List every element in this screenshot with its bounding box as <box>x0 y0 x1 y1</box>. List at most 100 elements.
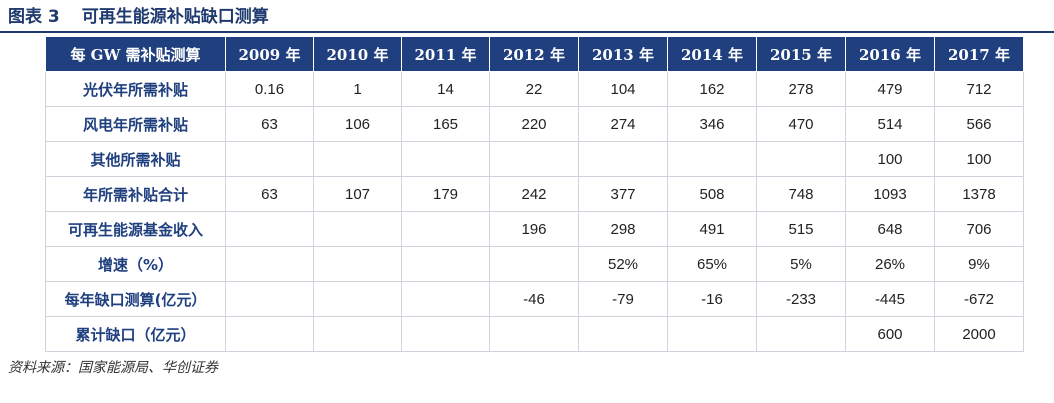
table-cell: -46 <box>489 281 579 317</box>
column-header: 2013 年 <box>578 36 668 72</box>
table-cell: 63 <box>225 176 314 212</box>
table-cell <box>225 141 314 177</box>
table-row: 可再生能源基金收入 196 298 491 515 648 706 <box>45 211 1024 247</box>
table-cell: 1378 <box>934 176 1024 212</box>
table-cell <box>489 141 579 177</box>
table-cell: 1 <box>313 71 402 107</box>
table-row: 年所需补贴合计 63 107 179 242 377 508 748 1093 1378 <box>45 176 1024 212</box>
column-header: 2016 年 <box>845 36 935 72</box>
table-cell <box>225 211 314 247</box>
table-cell: 52% <box>578 246 668 282</box>
table-cell <box>756 316 846 352</box>
table-cell: 179 <box>401 176 490 212</box>
row-label: 光伏年所需补贴 <box>45 71 226 107</box>
row-label: 增速（%） <box>45 246 226 282</box>
table-cell: 479 <box>845 71 935 107</box>
table-cell: 100 <box>845 141 935 177</box>
table-cell: 346 <box>667 106 757 142</box>
table-cell <box>401 141 490 177</box>
table-header-row: 每 GW 需补贴测算 2009 年 2010 年 2011 年 2012 年 2… <box>45 36 1024 72</box>
column-header: 2015 年 <box>756 36 846 72</box>
table-cell <box>313 316 402 352</box>
table-cell: -233 <box>756 281 846 317</box>
table-cell: 491 <box>667 211 757 247</box>
header-label-cell: 每 GW 需补贴测算 <box>45 36 226 72</box>
table-cell: 515 <box>756 211 846 247</box>
table-cell: 2000 <box>934 316 1024 352</box>
table-cell: 107 <box>313 176 402 212</box>
table-cell: 165 <box>401 106 490 142</box>
table-cell: 220 <box>489 106 579 142</box>
subsidy-gap-table: 每 GW 需补贴测算 2009 年 2010 年 2011 年 2012 年 2… <box>45 36 1024 352</box>
table-cell: 22 <box>489 71 579 107</box>
table-cell <box>401 281 490 317</box>
table-cell: 26% <box>845 246 935 282</box>
table-row: 增速（%） 52% 65% 5% 26% 9% <box>45 246 1024 282</box>
table-row: 风电年所需补贴 63 106 165 220 274 346 470 514 566 <box>45 106 1024 142</box>
figure-label: 图表 3 <box>8 7 60 27</box>
table-cell <box>667 141 757 177</box>
table-cell: 648 <box>845 211 935 247</box>
table-cell: 274 <box>578 106 668 142</box>
table-cell: 706 <box>934 211 1024 247</box>
table-cell <box>756 141 846 177</box>
column-header: 2011 年 <box>401 36 490 72</box>
table-cell: -79 <box>578 281 668 317</box>
column-header: 2012 年 <box>489 36 579 72</box>
table-cell: 600 <box>845 316 935 352</box>
table-cell: -672 <box>934 281 1024 317</box>
table-cell: -16 <box>667 281 757 317</box>
table-cell: 100 <box>934 141 1024 177</box>
table-cell: 298 <box>578 211 668 247</box>
table-cell: -445 <box>845 281 935 317</box>
table-row: 其他所需补贴 100 100 <box>45 141 1024 177</box>
table-cell <box>667 316 757 352</box>
column-header: 2014 年 <box>667 36 757 72</box>
table-cell: 470 <box>756 106 846 142</box>
table-cell: 104 <box>578 71 668 107</box>
table-body: 光伏年所需补贴 0.16 1 14 22 104 162 278 479 712 风电年所需补贴 63… <box>45 71 1024 352</box>
table-cell: 748 <box>756 176 846 212</box>
table-cell <box>401 246 490 282</box>
table-cell: 9% <box>934 246 1024 282</box>
table-cell <box>225 281 314 317</box>
table-cell: 5% <box>756 246 846 282</box>
table-cell <box>225 316 314 352</box>
table-cell: 566 <box>934 106 1024 142</box>
row-label: 年所需补贴合计 <box>45 176 226 212</box>
table-cell: 0.16 <box>225 71 314 107</box>
table-cell <box>313 246 402 282</box>
table-cell: 65% <box>667 246 757 282</box>
table-cell <box>489 316 579 352</box>
table-cell <box>489 246 579 282</box>
table-cell: 63 <box>225 106 314 142</box>
table-cell: 514 <box>845 106 935 142</box>
figure-title: 图表 3 可再生能源补贴缺口测算 <box>8 4 269 30</box>
table-cell <box>401 211 490 247</box>
row-label: 累计缺口（亿元） <box>45 316 226 352</box>
table-cell: 712 <box>934 71 1024 107</box>
table-cell <box>313 141 402 177</box>
table-cell <box>578 316 668 352</box>
table-cell: 1093 <box>845 176 935 212</box>
table-cell <box>225 246 314 282</box>
table-cell: 278 <box>756 71 846 107</box>
row-label: 每年缺口测算(亿元） <box>45 281 226 317</box>
row-label: 风电年所需补贴 <box>45 106 226 142</box>
table-cell: 508 <box>667 176 757 212</box>
table-row: 累计缺口（亿元） 600 2000 <box>45 316 1024 352</box>
table-cell <box>578 141 668 177</box>
source-note: 资料来源：国家能源局、华创证券 <box>8 360 218 376</box>
row-label: 其他所需补贴 <box>45 141 226 177</box>
table-cell: 162 <box>667 71 757 107</box>
column-header: 2017 年 <box>934 36 1024 72</box>
column-header: 2009 年 <box>225 36 314 72</box>
table-cell: 377 <box>578 176 668 212</box>
row-label: 可再生能源基金收入 <box>45 211 226 247</box>
table-cell <box>313 211 402 247</box>
table-row: 光伏年所需补贴 0.16 1 14 22 104 162 278 479 712 <box>45 71 1024 107</box>
title-divider <box>0 31 1054 33</box>
table-cell: 196 <box>489 211 579 247</box>
table-row: 每年缺口测算(亿元） -46 -79 -16 -233 -445 -672 <box>45 281 1024 317</box>
